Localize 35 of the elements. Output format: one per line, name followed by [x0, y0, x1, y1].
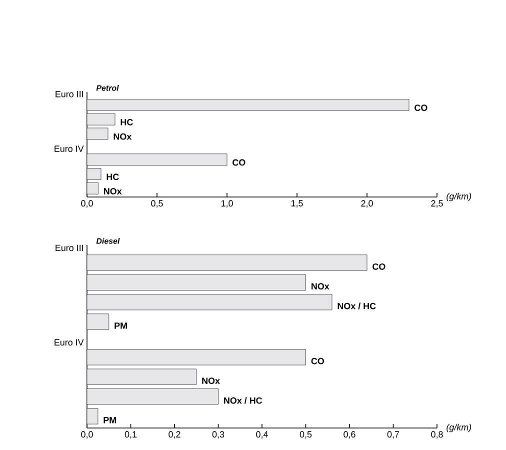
series-label: NOx / HC [224, 397, 262, 404]
series-label: NOx [202, 378, 220, 384]
x-tick-label: 1,5 [291, 200, 303, 208]
x-tick-label: 0,7 [387, 431, 400, 439]
y-tick-label: Euro IV [54, 339, 84, 346]
x-tick-label: 0,5 [151, 200, 163, 208]
x-tick-label: 0,0 [81, 431, 93, 439]
x-tick-label: 0,4 [256, 431, 268, 439]
x-tick-label: 0,1 [124, 431, 137, 439]
series-label: CO [372, 263, 386, 270]
text: PM [104, 417, 116, 424]
x-tick-label: 0,5 [300, 431, 312, 439]
series-label: HC [120, 119, 133, 126]
x-axis-title: (g/km) [446, 424, 472, 432]
y-tick-label: Euro III [56, 244, 83, 252]
series-label: NOx [114, 133, 132, 140]
x-tick-label: 0,8 [431, 431, 443, 439]
series-label: CO [232, 159, 246, 166]
x-tick-label: 0,0 [81, 200, 93, 208]
series-label: PM [114, 322, 127, 329]
y-tick-label: Euro IV [54, 146, 84, 152]
text: NOx [312, 283, 330, 290]
text: CO [414, 104, 428, 112]
text: NOx / HC [338, 302, 376, 310]
text: HC [106, 174, 119, 180]
x-tick-label: 2,5 [431, 200, 443, 208]
x-axis-title: (g/km) [446, 192, 472, 202]
y-tick-label: Euro III [56, 91, 83, 98]
x-tick-label: 0,2 [168, 431, 180, 439]
text: CO [311, 358, 324, 364]
x-tick-label: 0,3 [212, 431, 224, 439]
x-tick-label: 1,0 [221, 200, 233, 208]
x-tick-label: 0,6 [344, 431, 356, 439]
x-tick-label: 2,0 [361, 200, 373, 208]
text: NOx [104, 188, 122, 194]
